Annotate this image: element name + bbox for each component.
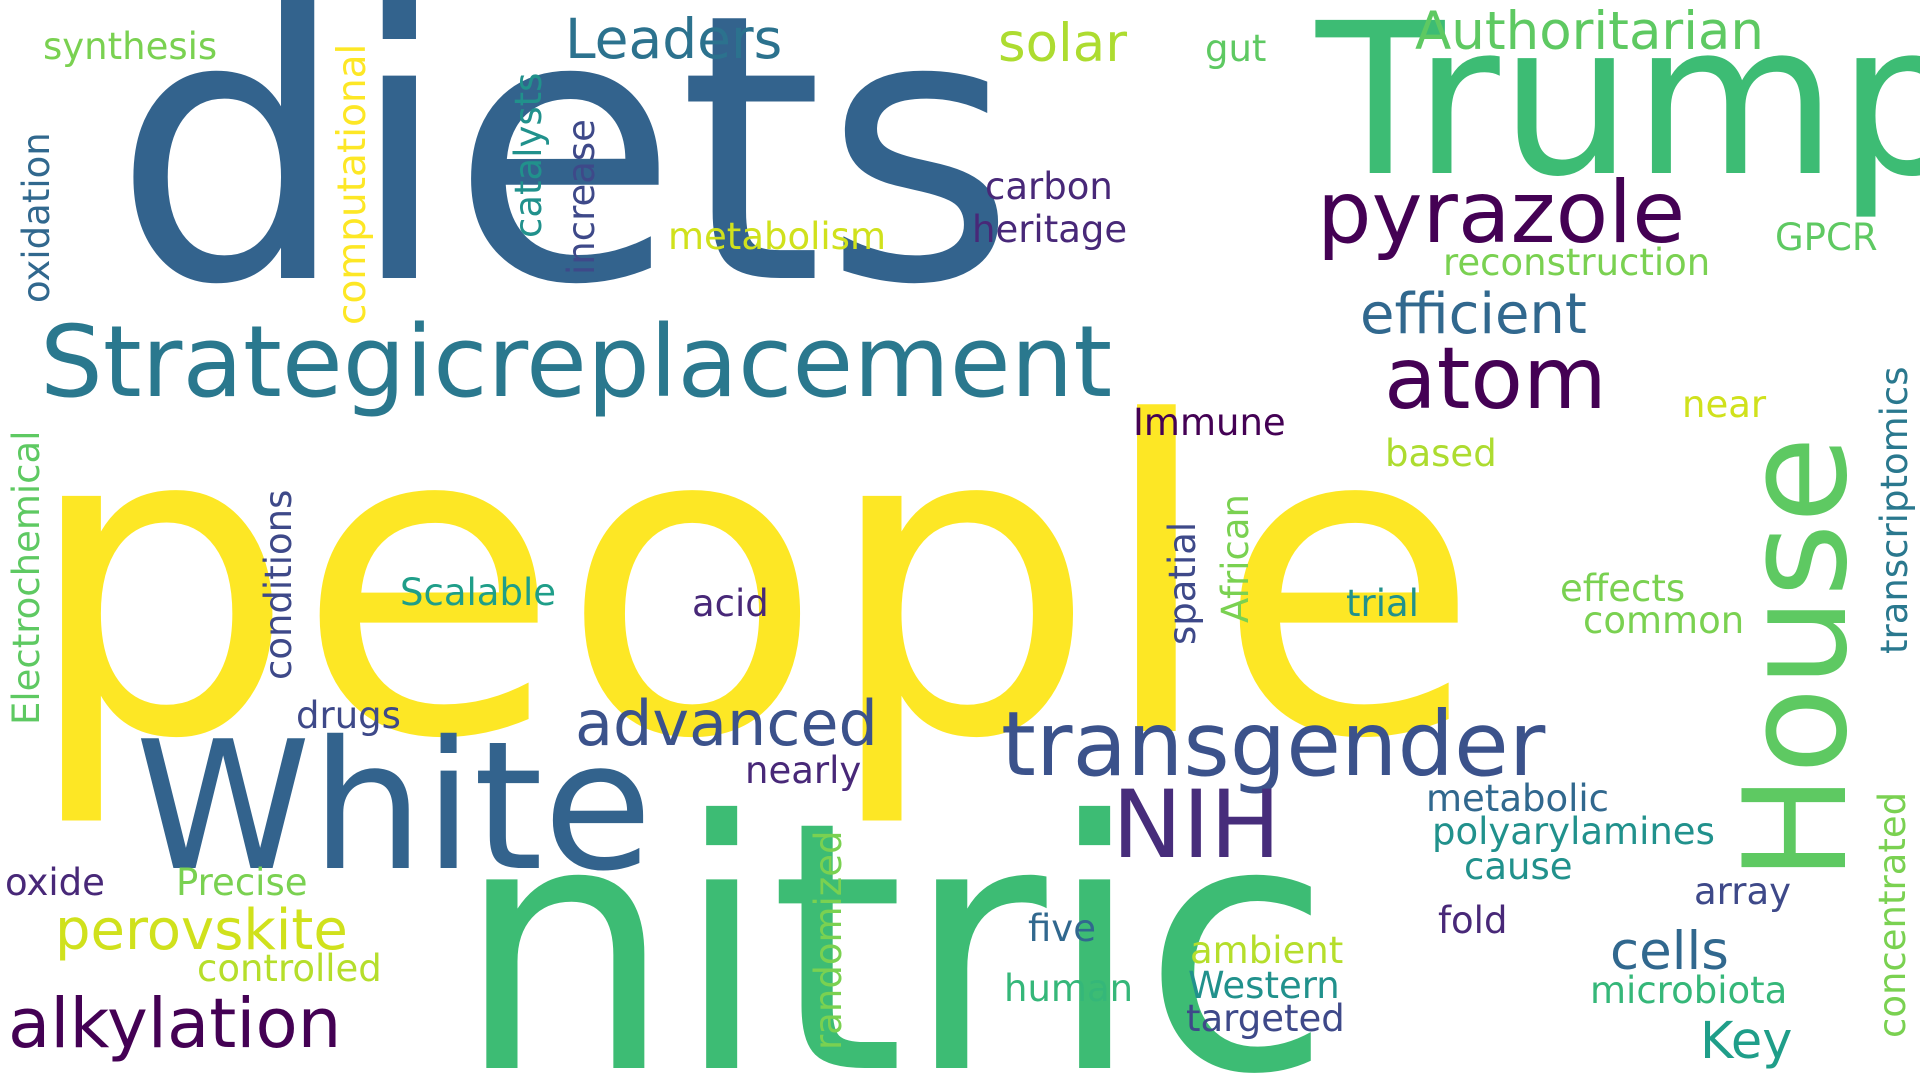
word: advanced (575, 687, 878, 760)
word: Western (1188, 964, 1340, 1007)
word: computational (330, 43, 375, 325)
word: based (1385, 432, 1497, 475)
word: alkylation (8, 984, 342, 1064)
word: perovskite (55, 898, 348, 963)
word: reconstruction (1443, 241, 1711, 284)
word: Authoritarian (1415, 1, 1765, 62)
word: House (1714, 436, 1879, 881)
word: Scalable (400, 571, 556, 614)
word: African (1214, 494, 1257, 623)
word: Immune (1133, 401, 1286, 444)
word: nearly (745, 749, 862, 792)
word: ambient (1190, 929, 1344, 972)
word: catalysts (507, 72, 550, 238)
word: effects (1560, 567, 1686, 610)
word: transcriptomics (1873, 366, 1916, 654)
word: polyarylamines (1432, 810, 1715, 853)
word: White (135, 703, 653, 910)
word: people (23, 333, 1481, 833)
word: array (1694, 870, 1792, 913)
word: fold (1438, 899, 1508, 942)
word: concentrated (1871, 791, 1914, 1038)
word: Key (1700, 1012, 1793, 1071)
word: controlled (197, 947, 382, 990)
word: targeted (1186, 997, 1345, 1040)
word: oxidation (15, 132, 58, 303)
word: Electrochemical (5, 430, 48, 725)
word: efficient (1360, 282, 1587, 347)
word: cells (1610, 921, 1729, 982)
word: spatial (1161, 521, 1204, 645)
word: acid (692, 582, 769, 625)
word: gut (1205, 27, 1267, 70)
word: transgender (1001, 692, 1546, 796)
word: Precise (176, 861, 308, 904)
word: trial (1346, 582, 1419, 625)
word: near (1682, 383, 1767, 426)
word: pyrazole (1317, 163, 1686, 263)
word: carbon (985, 165, 1113, 208)
word: cause (1464, 845, 1573, 888)
word: oxide (5, 861, 105, 904)
word: solar (998, 13, 1128, 74)
word: randomized (807, 830, 850, 1050)
word: Strategicreplacement (40, 305, 1113, 420)
word: metabolism (668, 215, 886, 258)
word: synthesis (43, 25, 218, 68)
word: Leaders (565, 7, 783, 71)
word: metabolic (1426, 777, 1610, 820)
word: NIH (1112, 771, 1281, 880)
word: GPCR (1775, 216, 1878, 259)
word: increase (560, 119, 603, 275)
word: drugs (296, 694, 401, 737)
word: five (1028, 907, 1096, 950)
word: common (1583, 599, 1745, 642)
word: nitric (455, 749, 1333, 1080)
word: Trump (1316, 0, 1920, 223)
word: atom (1384, 329, 1607, 429)
word: human (1004, 967, 1134, 1010)
word: diets (113, 0, 1017, 366)
word: heritage (972, 208, 1128, 251)
word: conditions (257, 489, 300, 680)
word: microbiota (1590, 969, 1788, 1012)
